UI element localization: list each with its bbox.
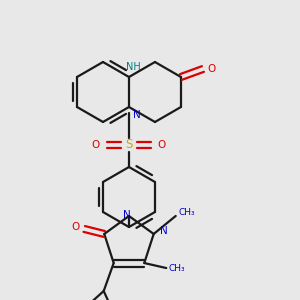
Text: O: O: [208, 64, 216, 74]
Text: O: O: [92, 140, 100, 150]
Text: N: N: [160, 226, 168, 236]
Text: CH₃: CH₃: [169, 263, 186, 272]
Text: S: S: [125, 139, 133, 152]
Text: N: N: [123, 210, 131, 220]
Text: N: N: [133, 110, 141, 120]
Text: O: O: [158, 140, 166, 150]
Text: O: O: [71, 222, 80, 232]
Text: CH₃: CH₃: [178, 208, 195, 217]
Text: NH: NH: [126, 62, 140, 72]
